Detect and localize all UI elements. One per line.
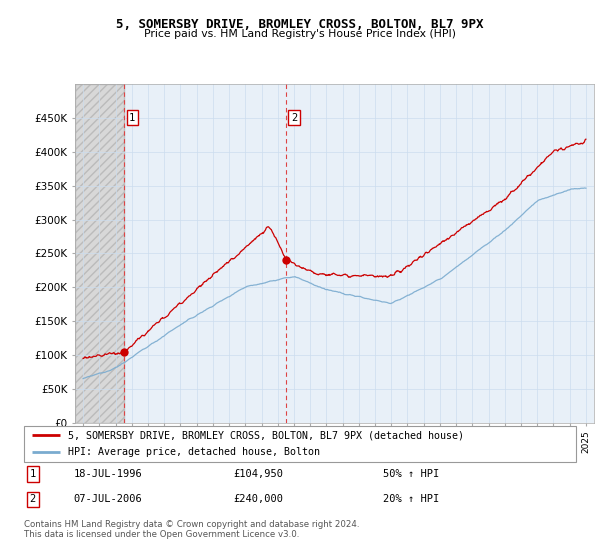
Text: £240,000: £240,000 [234,494,284,505]
Bar [75,84,124,423]
Text: Price paid vs. HM Land Registry's House Price Index (HPI): Price paid vs. HM Land Registry's House … [144,29,456,39]
Text: 2: 2 [29,494,36,505]
Text: 1: 1 [29,469,36,479]
Text: 1: 1 [129,113,136,123]
Text: 07-JUL-2006: 07-JUL-2006 [74,494,142,505]
Text: £104,950: £104,950 [234,469,284,479]
Text: 5, SOMERSBY DRIVE, BROMLEY CROSS, BOLTON, BL7 9PX: 5, SOMERSBY DRIVE, BROMLEY CROSS, BOLTON… [116,18,484,31]
Text: 50% ↑ HPI: 50% ↑ HPI [383,469,439,479]
Text: 5, SOMERSBY DRIVE, BROMLEY CROSS, BOLTON, BL7 9PX (detached house): 5, SOMERSBY DRIVE, BROMLEY CROSS, BOLTON… [68,431,464,440]
Text: Contains HM Land Registry data © Crown copyright and database right 2024.
This d: Contains HM Land Registry data © Crown c… [24,520,359,539]
Text: HPI: Average price, detached house, Bolton: HPI: Average price, detached house, Bolt… [68,447,320,457]
FancyBboxPatch shape [24,426,576,462]
Text: 2: 2 [291,113,297,123]
Text: 20% ↑ HPI: 20% ↑ HPI [383,494,439,505]
Text: 18-JUL-1996: 18-JUL-1996 [74,469,142,479]
